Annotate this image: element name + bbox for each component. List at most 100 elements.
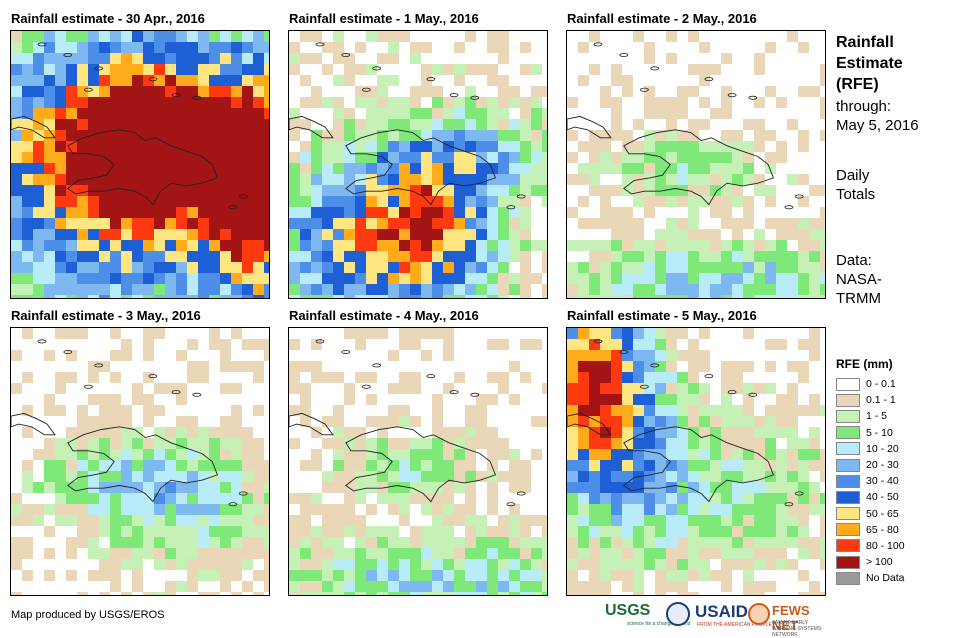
rainfall-cell <box>622 163 633 174</box>
rainfall-cell <box>333 570 344 581</box>
rainfall-cell <box>465 449 476 460</box>
islet-outline <box>640 87 649 92</box>
rainfall-cell <box>99 559 110 570</box>
rainfall-cell <box>44 53 55 64</box>
rainfall-cell <box>721 218 732 229</box>
rainfall-cell <box>721 251 732 262</box>
rainfall-cell <box>710 526 721 537</box>
panel-title-5-may: Rainfall estimate - 5 May., 2016 <box>567 308 757 323</box>
rainfall-cell <box>509 196 520 207</box>
rainfall-cell <box>99 262 110 273</box>
rainfall-cell <box>655 240 666 251</box>
rainfall-cell <box>33 262 44 273</box>
rainfall-cell <box>498 163 509 174</box>
rainfall-cell <box>776 240 787 251</box>
rainfall-cell <box>55 174 66 185</box>
rainfall-cell <box>677 86 688 97</box>
rainfall-cell <box>209 460 220 471</box>
rainfall-cell <box>542 130 547 141</box>
rainfall-cell <box>300 548 311 559</box>
rainfall-cell <box>465 240 476 251</box>
rainfall-cell <box>11 350 22 361</box>
rainfall-cell <box>487 570 498 581</box>
rainfall-cell <box>11 141 22 152</box>
rainfall-cell <box>66 163 77 174</box>
rainfall-cell <box>165 273 176 284</box>
panel-title-1-may: Rainfall estimate - 1 May., 2016 <box>289 11 479 26</box>
rainfall-cell <box>399 273 410 284</box>
rainfall-cell <box>600 152 611 163</box>
rainfall-cell <box>443 240 454 251</box>
rainfall-cell <box>289 295 300 298</box>
rainfall-cell <box>399 438 410 449</box>
rainfall-cell <box>253 405 264 416</box>
rainfall-cell <box>688 262 699 273</box>
rainfall-cell <box>44 75 55 86</box>
rainfall-cell <box>88 438 99 449</box>
rainfall-cell <box>710 174 721 185</box>
rainfall-cell <box>22 119 33 130</box>
rainfall-cell <box>754 262 765 273</box>
rainfall-cell <box>55 229 66 240</box>
rainfall-cell <box>264 471 269 482</box>
rainfall-cell <box>187 361 198 372</box>
rainfall-cell <box>77 592 88 595</box>
rainfall-cell <box>377 207 388 218</box>
rainfall-cell <box>589 163 600 174</box>
rainfall-cell <box>366 251 377 262</box>
rainfall-cell <box>300 262 311 273</box>
rainfall-cell <box>366 526 377 537</box>
rainfall-cell <box>289 251 300 262</box>
rainfall-cell <box>242 559 253 570</box>
rainfall-cell <box>520 295 531 298</box>
rainfall-cell <box>578 75 589 86</box>
rainfall-cell <box>421 64 432 75</box>
rainfall-cell <box>443 570 454 581</box>
rainfall-cell <box>399 570 410 581</box>
rainfall-cell <box>476 416 487 427</box>
rainfall-cell <box>77 449 88 460</box>
rainfall-cell <box>611 339 622 350</box>
rainfall-cell <box>644 515 655 526</box>
rainfall-cell <box>289 130 300 141</box>
rainfall-cell <box>231 592 242 595</box>
rainfall-cell <box>242 130 253 141</box>
rainfall-cell <box>22 31 33 42</box>
rainfall-cell <box>344 383 355 394</box>
rainfall-cell <box>421 328 432 339</box>
rainfall-cell <box>289 108 300 119</box>
rainfall-cell <box>443 526 454 537</box>
rainfall-cell <box>520 64 531 75</box>
rainfall-cell <box>476 207 487 218</box>
rainfall-cell <box>209 185 220 196</box>
rainfall-cell <box>487 394 498 405</box>
rainfall-cell <box>388 42 399 53</box>
legend-swatch <box>836 555 860 569</box>
rainfall-cell <box>754 493 765 504</box>
rainfall-cells <box>11 328 269 595</box>
islet-outline <box>470 95 480 100</box>
legend-item: 50 - 65 <box>836 506 905 522</box>
rainfall-cell <box>77 141 88 152</box>
rainfall-cell <box>611 152 622 163</box>
rainfall-cell <box>154 515 165 526</box>
rainfall-cell <box>465 493 476 504</box>
rainfall-cell <box>289 405 300 416</box>
rainfall-cell <box>721 515 732 526</box>
rainfall-cell <box>187 251 198 262</box>
rainfall-cell <box>421 559 432 570</box>
rainfall-cell <box>655 97 666 108</box>
rainfall-cell <box>253 207 264 218</box>
rainfall-cell <box>743 405 754 416</box>
rainfall-cell <box>366 438 377 449</box>
rainfall-cell <box>242 295 253 298</box>
rainfall-cell <box>432 273 443 284</box>
rainfall-cell <box>622 86 633 97</box>
rainfall-cell <box>710 284 721 295</box>
rainfall-cell <box>231 31 242 42</box>
rainfall-cell <box>88 86 99 97</box>
rainfall-cell <box>33 53 44 64</box>
rainfall-cell <box>567 383 578 394</box>
rainfall-cell <box>110 251 121 262</box>
cuba-outline <box>567 115 612 139</box>
